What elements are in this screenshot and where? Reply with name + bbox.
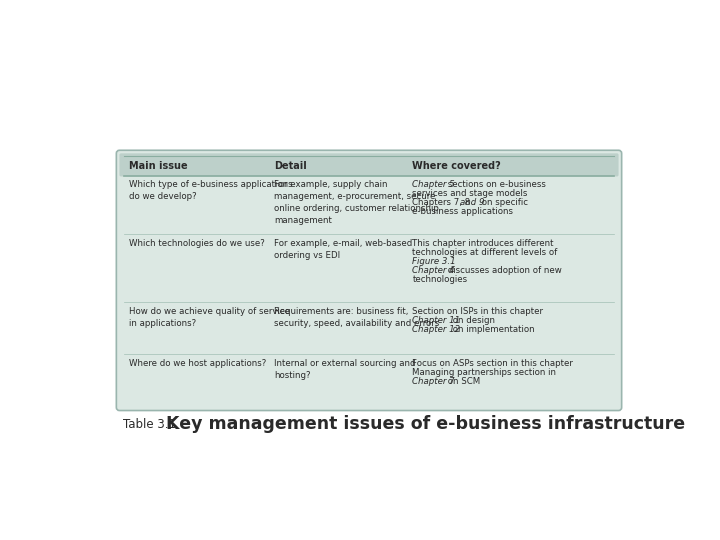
Text: services and stage models: services and stage models — [413, 188, 528, 198]
Text: technologies: technologies — [413, 275, 467, 284]
Text: Internal or external sourcing and
hosting?: Internal or external sourcing and hostin… — [274, 359, 416, 380]
Text: Figure 3.1: Figure 3.1 — [413, 257, 456, 266]
Text: Managing partnerships section in: Managing partnerships section in — [413, 368, 557, 377]
Text: Detail: Detail — [274, 161, 307, 171]
Text: Requirements are: business fit,
security, speed, availability and errors: Requirements are: business fit, security… — [274, 307, 440, 328]
Text: Which technologies do we use?: Which technologies do we use? — [129, 239, 264, 248]
Text: sections on e-business: sections on e-business — [446, 179, 546, 188]
Text: Focus on ASPs section in this chapter: Focus on ASPs section in this chapter — [413, 359, 573, 368]
Text: Where covered?: Where covered? — [413, 161, 501, 171]
Text: For example, e-mail, web-based
ordering vs EDI: For example, e-mail, web-based ordering … — [274, 239, 413, 260]
Text: Chapter 12: Chapter 12 — [413, 325, 461, 334]
Text: Key management issues of e-business infrastructure: Key management issues of e-business infr… — [166, 415, 685, 434]
Text: discusses adoption of new: discusses adoption of new — [446, 266, 562, 275]
Text: on implementation: on implementation — [450, 325, 534, 334]
Text: on specific: on specific — [479, 198, 528, 207]
Text: e-business applications: e-business applications — [413, 207, 513, 216]
Text: technologies at different levels of: technologies at different levels of — [413, 248, 558, 257]
FancyBboxPatch shape — [120, 153, 618, 177]
FancyBboxPatch shape — [117, 150, 621, 410]
Text: For example, supply chain
management, e-procurement, secure
online ordering, cus: For example, supply chain management, e-… — [274, 179, 439, 225]
Text: Chapter 5: Chapter 5 — [413, 179, 455, 188]
Text: Chapter 4: Chapter 4 — [413, 266, 455, 275]
Text: and 9: and 9 — [459, 198, 484, 207]
Text: This chapter introduces different: This chapter introduces different — [413, 239, 554, 248]
Text: Main issue: Main issue — [129, 161, 187, 171]
Text: Chapter 7: Chapter 7 — [413, 377, 455, 386]
Text: Chapters 7, 8: Chapters 7, 8 — [413, 198, 473, 207]
Text: Where do we host applications?: Where do we host applications? — [129, 359, 266, 368]
Text: How do we achieve quality of service
in applications?: How do we achieve quality of service in … — [129, 307, 289, 328]
Text: Which type of e-business applications
do we develop?: Which type of e-business applications do… — [129, 179, 292, 201]
Text: on SCM: on SCM — [446, 377, 481, 386]
Text: Chapter 11: Chapter 11 — [413, 316, 461, 325]
Text: Section on ISPs in this chapter: Section on ISPs in this chapter — [413, 307, 544, 316]
Text: Table 3.1: Table 3.1 — [122, 418, 176, 431]
Text: on design: on design — [450, 316, 495, 325]
